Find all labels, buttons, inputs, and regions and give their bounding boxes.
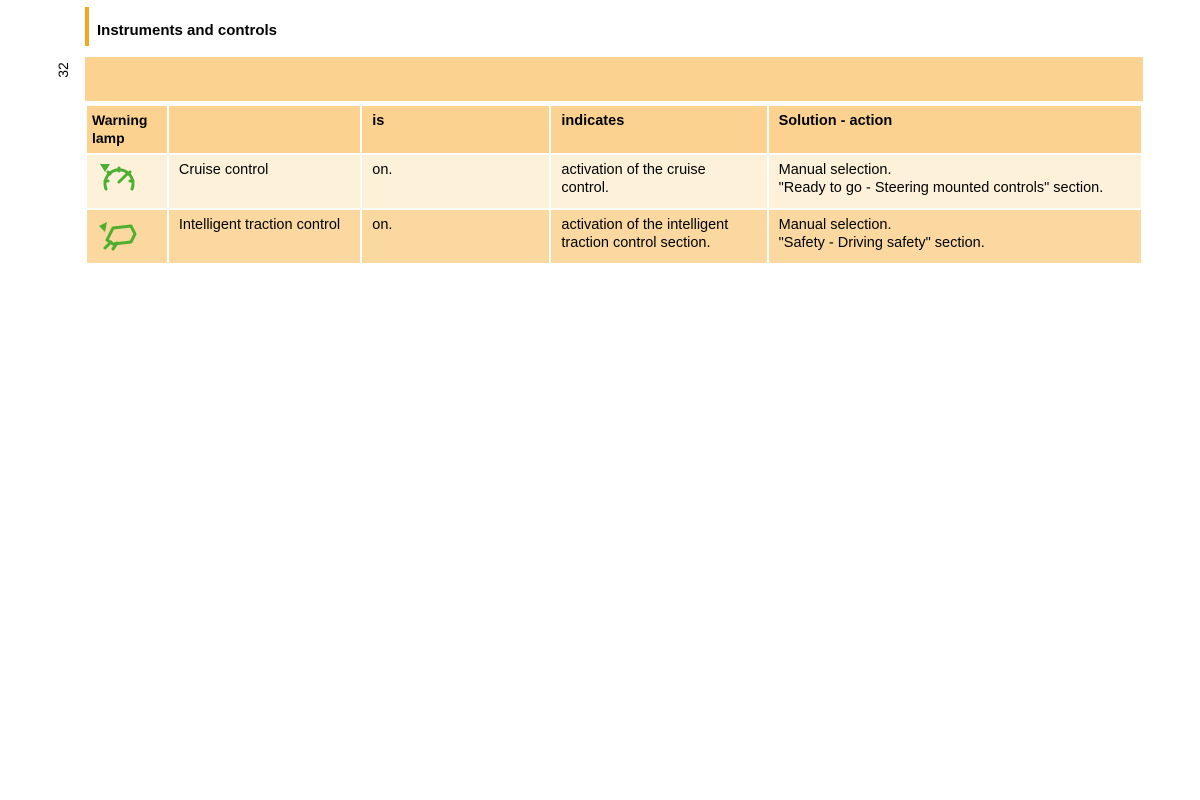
cell-is: on. bbox=[362, 155, 549, 208]
warning-lamp-icon-cell bbox=[87, 210, 167, 263]
table-row: Cruise control on. activation of the cru… bbox=[87, 155, 1141, 208]
warning-lamp-icon-cell bbox=[87, 155, 167, 208]
section-title: Instruments and controls bbox=[97, 22, 277, 39]
cell-is: on. bbox=[362, 210, 549, 263]
cell-name: Cruise control bbox=[169, 155, 360, 208]
solution-line-2: "Safety - Driving safety" section. bbox=[779, 234, 1131, 252]
solution-line-2: "Ready to go - Steering mounted controls… bbox=[779, 179, 1131, 197]
cell-name: Intelligent traction control bbox=[169, 210, 360, 263]
col-header-indicates: indicates bbox=[551, 106, 766, 153]
page-number: 32 bbox=[55, 62, 71, 78]
cell-indicates: activation of the intelligent traction c… bbox=[551, 210, 766, 263]
cell-solution: Manual selection. "Ready to go - Steerin… bbox=[769, 155, 1141, 208]
warning-lamp-table: Warning lamp is indicates Solution - act… bbox=[85, 104, 1143, 265]
solution-line-1: Manual selection. bbox=[779, 216, 1131, 234]
col-header-name bbox=[169, 106, 360, 153]
header-band bbox=[85, 57, 1143, 101]
col-header-is: is bbox=[362, 106, 549, 153]
table-header-row: Warning lamp is indicates Solution - act… bbox=[87, 106, 1141, 153]
section-accent-bar bbox=[85, 7, 89, 46]
solution-line-1: Manual selection. bbox=[779, 161, 1131, 179]
table-row: Intelligent traction control on. activat… bbox=[87, 210, 1141, 263]
cell-solution: Manual selection. "Safety - Driving safe… bbox=[769, 210, 1141, 263]
col-header-warning-lamp: Warning lamp bbox=[87, 106, 167, 153]
traction-control-icon bbox=[97, 216, 141, 252]
col-header-solution: Solution - action bbox=[769, 106, 1141, 153]
cruise-control-icon bbox=[97, 161, 141, 197]
cell-indicates: activation of the cruise control. bbox=[551, 155, 766, 208]
